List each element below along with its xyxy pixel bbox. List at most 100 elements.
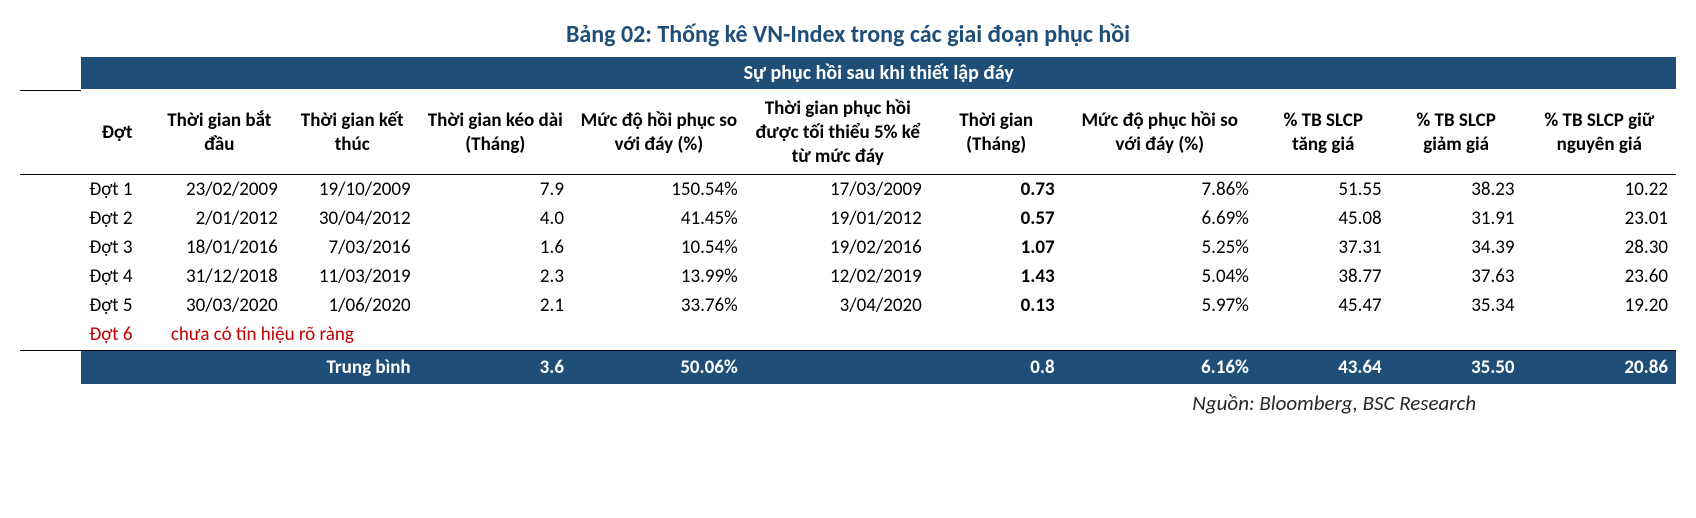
cell: 19/02/2016: [746, 233, 930, 262]
avg-label: Trung bình: [286, 351, 419, 385]
avg-cell: 0.8: [930, 351, 1063, 385]
cell: 150.54%: [572, 175, 746, 205]
cell: 11/03/2019: [286, 262, 419, 291]
table-title: Bảng 02: Thống kê VN-Index trong các gia…: [20, 20, 1676, 49]
cell: 3/04/2020: [746, 291, 930, 320]
col-recovery-5pct-date: Thời gian phục hồi được tối thiểu 5% kể …: [746, 90, 930, 175]
avg-cell: 50.06%: [572, 351, 746, 385]
note-label: Đợt 6: [81, 320, 153, 351]
cell: 4.0: [419, 204, 572, 233]
col-dot: Đợt: [81, 90, 153, 175]
table-row: Đợt 3 18/01/2016 7/03/2016 1.6 10.54% 19…: [20, 233, 1676, 262]
cell-spacer: [20, 175, 81, 205]
cell: 1.07: [930, 233, 1063, 262]
cell: 30/04/2012: [286, 204, 419, 233]
cell: 38.77: [1257, 262, 1390, 291]
cell: 23/02/2009: [153, 175, 286, 205]
cell: 31/12/2018: [153, 262, 286, 291]
cell: Đợt 5: [81, 291, 153, 320]
cell: 13.99%: [572, 262, 746, 291]
avg-cell: [81, 351, 153, 385]
cell: 38.23: [1390, 175, 1523, 205]
table-row: Đợt 2 2/01/2012 30/04/2012 4.0 41.45% 19…: [20, 204, 1676, 233]
avg-cell: 20.86: [1523, 351, 1676, 385]
cell: 2.1: [419, 291, 572, 320]
cell: 34.39: [1390, 233, 1523, 262]
avg-cell: [153, 351, 286, 385]
col-start: Thời gian bắt đầu: [153, 90, 286, 175]
cell-spacer: [20, 233, 81, 262]
cell: 2/01/2012: [153, 204, 286, 233]
table-row: Đợt 4 31/12/2018 11/03/2019 2.3 13.99% 1…: [20, 262, 1676, 291]
cell: 30/03/2020: [153, 291, 286, 320]
cell: 37.63: [1390, 262, 1523, 291]
note-text: chưa có tín hiệu rõ ràng: [153, 320, 1676, 351]
table-row: Đợt 1 23/02/2009 19/10/2009 7.9 150.54% …: [20, 175, 1676, 205]
cell: 10.54%: [572, 233, 746, 262]
cell: 37.31: [1257, 233, 1390, 262]
col-tb-giu: % TB SLCP giữ nguyên giá: [1523, 90, 1676, 175]
cell: 18/01/2016: [153, 233, 286, 262]
band-spacer: [20, 57, 81, 90]
cell-spacer: [20, 291, 81, 320]
cell-spacer: [20, 262, 81, 291]
col-recovery-vs-bottom: Mức độ phục hồi so với đáy (%): [1063, 90, 1257, 175]
col-duration: Thời gian kéo dài (Tháng): [419, 90, 572, 175]
source-text: Nguồn: Bloomberg, BSC Research: [20, 390, 1676, 416]
cell: 0.73: [930, 175, 1063, 205]
cell: 5.97%: [1063, 291, 1257, 320]
cell: 7.86%: [1063, 175, 1257, 205]
cell: 23.60: [1523, 262, 1676, 291]
cell: 0.13: [930, 291, 1063, 320]
cell: Đợt 1: [81, 175, 153, 205]
cell: 41.45%: [572, 204, 746, 233]
cell: 51.55: [1257, 175, 1390, 205]
cell: 1.6: [419, 233, 572, 262]
cell: 19/10/2009: [286, 175, 419, 205]
cell: 17/03/2009: [746, 175, 930, 205]
avg-spacer: [20, 351, 81, 385]
cell: 10.22: [1523, 175, 1676, 205]
cell: 0.57: [930, 204, 1063, 233]
cell: 19/01/2012: [746, 204, 930, 233]
cell: 33.76%: [572, 291, 746, 320]
note-row: Đợt 6 chưa có tín hiệu rõ ràng: [20, 320, 1676, 351]
col-recovery-pct: Mức độ hồi phục so với đáy (%): [572, 90, 746, 175]
cell: Đợt 2: [81, 204, 153, 233]
avg-cell: 6.16%: [1063, 351, 1257, 385]
cell: 1.43: [930, 262, 1063, 291]
cell-spacer: [20, 320, 81, 351]
avg-cell: 3.6: [419, 351, 572, 385]
cell: 31.91: [1390, 204, 1523, 233]
table-header-row: Đợt Thời gian bắt đầu Thời gian kết thúc…: [20, 90, 1676, 175]
cell: Đợt 3: [81, 233, 153, 262]
cell: 35.34: [1390, 291, 1523, 320]
cell: 7/03/2016: [286, 233, 419, 262]
cell: 5.25%: [1063, 233, 1257, 262]
table-container: Sự phục hồi sau khi thiết lập đáy Đợt Th…: [20, 57, 1676, 384]
cell: 19.20: [1523, 291, 1676, 320]
table-row: Đợt 5 30/03/2020 1/06/2020 2.1 33.76% 3/…: [20, 291, 1676, 320]
header-spacer: [20, 90, 81, 175]
cell: 5.04%: [1063, 262, 1257, 291]
cell: 6.69%: [1063, 204, 1257, 233]
cell: 23.01: [1523, 204, 1676, 233]
average-row: Trung bình 3.6 50.06% 0.8 6.16% 43.64 35…: [20, 351, 1676, 385]
avg-cell: [746, 351, 930, 385]
table-band-row: Sự phục hồi sau khi thiết lập đáy: [20, 57, 1676, 90]
cell: 2.3: [419, 262, 572, 291]
col-time-months: Thời gian (Tháng): [930, 90, 1063, 175]
col-tb-tang: % TB SLCP tăng giá: [1257, 90, 1390, 175]
cell: 12/02/2019: [746, 262, 930, 291]
cell: 45.47: [1257, 291, 1390, 320]
cell: 1/06/2020: [286, 291, 419, 320]
cell: 45.08: [1257, 204, 1390, 233]
col-end: Thời gian kết thúc: [286, 90, 419, 175]
cell: 28.30: [1523, 233, 1676, 262]
vn-index-table: Sự phục hồi sau khi thiết lập đáy Đợt Th…: [20, 57, 1676, 384]
avg-cell: 43.64: [1257, 351, 1390, 385]
table-band: Sự phục hồi sau khi thiết lập đáy: [81, 57, 1676, 90]
cell-spacer: [20, 204, 81, 233]
col-tb-giam: % TB SLCP giảm giá: [1390, 90, 1523, 175]
avg-cell: 35.50: [1390, 351, 1523, 385]
